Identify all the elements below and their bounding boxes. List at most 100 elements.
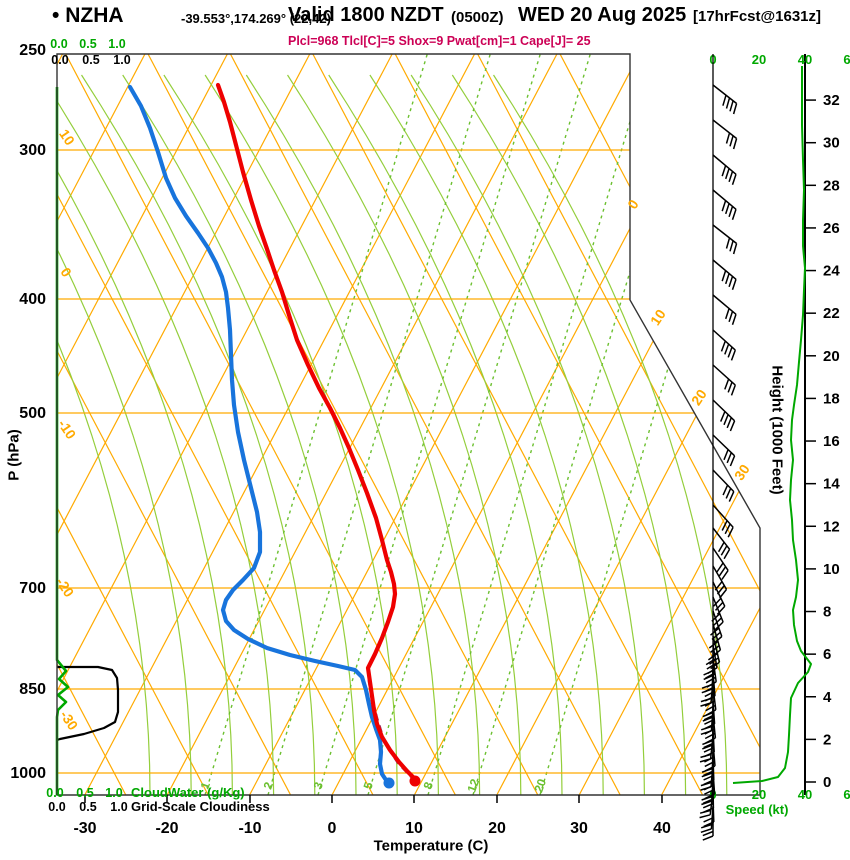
isotherm-line [578,54,760,795]
wind-barb [704,742,716,772]
speed-tick-label: 6 [843,787,850,802]
cloudwater-scale-label: 0.5 [79,37,96,51]
mixing-ratio-line [204,54,428,795]
background-grid [57,54,760,795]
dry-adiabat-line [394,54,760,795]
wind-barb [712,581,726,615]
pressure-tick-label: 500 [19,405,46,422]
wind-barb [712,84,738,115]
isotherm-label: 10 [647,306,669,328]
cloudiness-scale-label: 0.0 [48,800,65,814]
mixing-ratio-line [267,54,491,795]
plot-border [56,53,761,796]
mixing-ratio-label: 20 [531,777,549,795]
height-tick-label: 30 [823,135,840,152]
cloudwater-scale-label: 1.0 [108,37,125,51]
moist-adiabat-line [204,74,439,795]
wind-barb [712,259,737,290]
wind-barb [712,434,736,467]
isotherm-line [57,54,228,795]
mixing-ratio-line [427,54,651,795]
mixing-ratio-line [367,54,591,795]
wind-barb [702,813,714,841]
height-tick-label: 28 [823,177,840,194]
moist-adiabat-line [122,74,357,795]
pressure-axis-label: P (hPa) [5,429,23,481]
mixing-ratio-line [317,54,541,795]
adiabat-label: 0 [57,264,75,280]
wind-barb [712,565,728,599]
cloudiness-scale-label: 1.0 [113,53,130,67]
wind-barb [712,154,737,185]
moist-adiabat-line [57,74,192,795]
station-id: NZHA [65,4,124,27]
speed-tick-label: 20 [752,52,766,67]
cloudiness-scale-label: 1.0 [110,800,127,814]
height-tick-label: 24 [823,263,840,280]
speed-axis-label: Speed (kt) [726,802,789,817]
dry-adiabat-line [57,54,127,795]
wind-barb [712,189,737,220]
wind-barb [712,364,737,396]
mixing-ratio-label: 5 [361,780,377,791]
height-tick-label: 16 [823,433,840,450]
cloudwater-scale-label: 0.0 [46,786,63,800]
height-tick-label: 26 [823,220,840,237]
surface-temperature-dot [409,775,421,787]
moist-adiabat-line [493,74,728,795]
height-tick-label: 6 [823,646,831,663]
wind-barb [711,596,724,631]
temp-tick-label: -30 [73,820,96,837]
isotherm-line [166,54,558,795]
moist-adiabat-line [163,74,398,795]
mixing-ratio-line [472,54,696,795]
isotherm-line [84,54,476,795]
mixing-ratio-label: 12 [464,777,482,795]
moist-adiabat-line [81,74,316,795]
station-title: • NZHA [52,4,124,28]
speed-tick-label: 40 [798,52,812,67]
mixing-ratio-label: 1 [198,780,214,791]
isotherm-line [57,54,146,795]
dewpoint-trace [127,84,392,786]
wind-barb [712,504,734,538]
pressure-tick-label: 300 [19,142,46,159]
temp-tick-label: -20 [155,820,178,837]
height-tick-label: 10 [823,561,840,578]
height-tick-label: 4 [823,689,832,706]
surface-dewpoint-dot [383,777,395,789]
speed-tick-label: 6 [843,52,850,67]
wind-barb [712,224,738,255]
temp-tick-label: 30 [570,820,588,837]
wind-barb [703,770,716,800]
wind-speed-profile [732,66,812,784]
isotherm-line [413,54,760,795]
zulu-time: (0500Z) [451,9,504,26]
height-tick-label: 20 [823,348,840,365]
cloudiness-scale-label: 0.0 [51,53,68,67]
cloudwater-scale-label: 0.5 [76,786,93,800]
wind-barb [712,469,735,502]
moist-adiabat-line [245,74,481,795]
station-coordinates: -39.553°,174.269° (22,42) [181,11,331,26]
wind-barb [712,119,738,150]
moist-adiabat-line [369,74,604,795]
adiabat-label: 10 [56,126,78,148]
moist-adiabat-line [57,74,233,795]
height-tick-label: 14 [823,476,840,493]
moist-adiabat-line [287,74,522,795]
mixing-ratio-label: 8 [421,780,437,791]
speed-tick-label: 40 [798,787,812,802]
isotherm-line [57,54,311,795]
wind-barb [712,294,737,325]
cloudiness-label: Grid-Scale Cloudiness [131,799,270,814]
moist-adiabat-line [57,74,275,795]
pressure-tick-label: 1000 [10,765,46,782]
moist-adiabat-line [328,74,563,795]
stability-indices: Plcl=968 Tlcl[C]=5 Shox=9 Pwat[cm]=1 Cap… [288,34,591,48]
valid-date: WED 20 Aug 2025 [518,4,687,26]
isotherm-line [57,54,393,795]
dry-adiabat-line [641,54,760,795]
